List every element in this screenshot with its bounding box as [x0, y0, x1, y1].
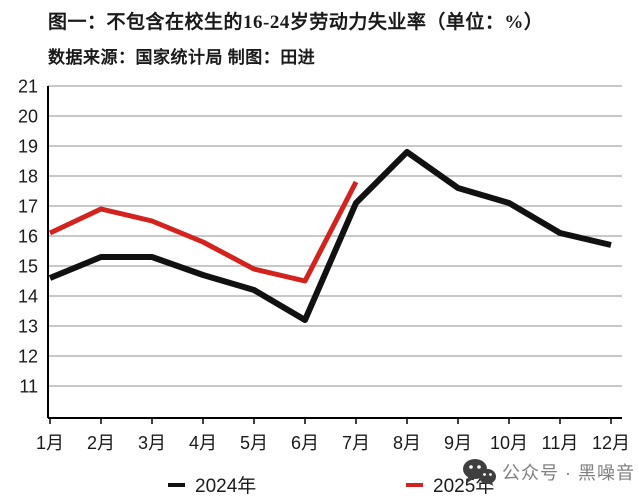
y-tick-label: 14	[18, 287, 38, 307]
x-tick-label: 6月	[291, 433, 319, 453]
x-tick-label: 3月	[138, 433, 166, 453]
x-tick-label: 10月	[490, 433, 528, 453]
legend-label-2025: 2025年	[433, 476, 495, 497]
x-tick-label: 2月	[87, 433, 115, 453]
x-tick-label: 5月	[240, 433, 268, 453]
y-tick-label: 20	[18, 107, 38, 127]
y-tick-label: 21	[18, 77, 38, 97]
legend-swatch-2025	[406, 482, 423, 487]
y-tick-label: 12	[18, 347, 38, 367]
x-tick-label: 11月	[542, 433, 579, 453]
x-tick-label: 7月	[342, 433, 370, 453]
x-tick-label: 8月	[393, 433, 421, 453]
y-tick-label: 11	[19, 377, 38, 397]
y-tick-label: 17	[18, 197, 38, 217]
chart-title: 图一：不包含在校生的16-24岁劳动力失业率（单位：%）	[48, 12, 544, 33]
legend-item-2025: 2025年	[406, 471, 494, 498]
wechat-icon	[463, 459, 496, 486]
series-line-2024年	[48, 149, 612, 323]
y-tick-label: 16	[18, 227, 38, 247]
y-tick-label: 13	[18, 317, 38, 337]
legend-swatch-2024	[168, 482, 185, 487]
watermark: 公众号 · 黑噪音	[462, 458, 635, 486]
legend-item-2024: 2024年	[168, 471, 256, 498]
watermark-text: 公众号 · 黑噪音	[502, 463, 635, 483]
chart-source-line: 数据来源：国家统计局 制图：田进	[48, 47, 316, 67]
x-tick-label: 9月	[444, 433, 472, 453]
series-line-2025年	[48, 180, 359, 284]
x-tick-label: 4月	[189, 433, 217, 453]
x-tick-label: 1月	[36, 433, 64, 453]
y-tick-label: 18	[18, 167, 38, 187]
y-tick-label: 19	[18, 137, 38, 157]
x-tick-label: 12月	[592, 433, 630, 453]
title-block: 图一：不包含在校生的16-24岁劳动力失业率（单位：%） 数据来源：国家统计局 …	[48, 10, 608, 68]
y-tick-label: 15	[18, 257, 38, 277]
legend-label-2024: 2024年	[195, 476, 257, 497]
legend: 2024年 2025年	[0, 471, 639, 497]
